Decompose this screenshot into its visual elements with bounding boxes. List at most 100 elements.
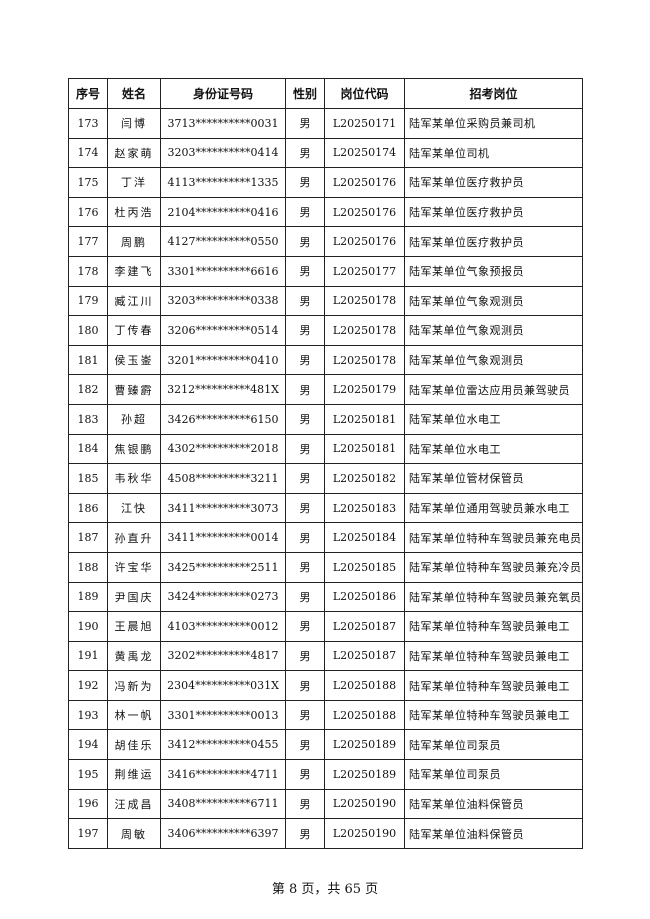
cell-id-number: 3416**********4711 (160, 759, 286, 790)
cell-post-code: L20250176 (324, 226, 405, 257)
cell-seq: 195 (68, 759, 108, 790)
cell-id-number: 3201**********0410 (160, 344, 286, 376)
cell-name: 丁传春 (107, 315, 161, 346)
cell-post-name: 陆军某单位油料保管员 (404, 818, 583, 849)
cell-post-code: L20250188 (324, 670, 405, 701)
cell-post-code: L20250187 (324, 611, 405, 642)
cell-post-name: 陆军某单位特种车驾驶员兼电工 (404, 611, 583, 642)
cell-name: 杜丙浩 (107, 196, 161, 228)
cell-id-number: 3425**********2511 (160, 551, 286, 583)
cell-post-name: 陆军某单位气象观测员 (404, 285, 583, 317)
table-row: 184 焦银鹏 4302**********2018 男 L20250181 陆军某单位水… (68, 433, 583, 465)
cell-gender: 男 (285, 433, 325, 465)
cell-name: 焦银鹏 (107, 433, 161, 465)
table-row: 193 林一帆 3301**********0013 男 L20250188 陆军某单位特… (68, 699, 583, 731)
cell-seq: 183 (68, 403, 108, 435)
cell-name: 曹臻霨 (107, 374, 161, 405)
candidate-table: 序号 姓名 身份证号码 性别 岗位代码 招考岗位 173 闫博 3713**********0… (68, 78, 583, 849)
table-row: 190 王晨旭 4103**********0012 男 L20250187 陆军某单位特… (68, 611, 583, 642)
cell-name: 周鹏 (107, 226, 161, 257)
cell-post-code: L20250178 (324, 344, 405, 376)
cell-gender: 男 (285, 255, 325, 287)
cell-id-number: 3203**********0414 (160, 137, 286, 169)
cell-id-number: 3408**********6711 (160, 788, 286, 820)
cell-gender: 男 (285, 167, 325, 198)
cell-seq: 176 (68, 196, 108, 228)
cell-post-name: 陆军某单位水电工 (404, 403, 583, 435)
header-id-number: 身份证号码 (160, 78, 286, 109)
cell-gender: 男 (285, 818, 325, 849)
cell-seq: 177 (68, 226, 108, 257)
cell-gender: 男 (285, 315, 325, 346)
cell-seq: 186 (68, 492, 108, 524)
cell-gender: 男 (285, 492, 325, 524)
cell-seq: 181 (68, 344, 108, 376)
header-post-name: 招考岗位 (404, 78, 583, 109)
cell-id-number: 3206**********0514 (160, 315, 286, 346)
cell-id-number: 4103**********0012 (160, 611, 286, 642)
cell-id-number: 3301**********6616 (160, 255, 286, 287)
cell-name: 尹国庆 (107, 581, 161, 613)
cell-gender: 男 (285, 463, 325, 494)
cell-post-code: L20250186 (324, 581, 405, 613)
cell-post-code: L20250182 (324, 463, 405, 494)
cell-gender: 男 (285, 403, 325, 435)
cell-name: 江快 (107, 492, 161, 524)
cell-post-name: 陆军某单位医疗救护员 (404, 196, 583, 228)
cell-seq: 188 (68, 551, 108, 583)
cell-post-code: L20250189 (324, 759, 405, 790)
table-row: 181 侯玉崟 3201**********0410 男 L20250178 陆军某单位气… (68, 344, 583, 376)
cell-name: 赵家萌 (107, 137, 161, 169)
cell-gender: 男 (285, 374, 325, 405)
cell-seq: 193 (68, 699, 108, 731)
table-row: 177 周鹏 4127**********0550 男 L20250176 陆军某单位医疗… (68, 226, 583, 257)
cell-name: 荆维运 (107, 759, 161, 790)
cell-post-code: L20250177 (324, 255, 405, 287)
cell-gender: 男 (285, 759, 325, 790)
cell-seq: 173 (68, 108, 108, 139)
cell-gender: 男 (285, 137, 325, 169)
cell-name: 林一帆 (107, 699, 161, 731)
cell-post-code: L20250187 (324, 640, 405, 672)
cell-post-code: L20250189 (324, 729, 405, 761)
cell-post-name: 陆军某单位管材保管员 (404, 463, 583, 494)
cell-name: 胡佳乐 (107, 729, 161, 761)
cell-seq: 178 (68, 255, 108, 287)
cell-post-name: 陆军某单位采购员兼司机 (404, 108, 583, 139)
cell-id-number: 2104**********0416 (160, 196, 286, 228)
cell-gender: 男 (285, 344, 325, 376)
table-row: 196 汪成昌 3408**********6711 男 L20250190 陆军某单位油… (68, 788, 583, 820)
table-row: 185 韦秋华 4508**********3211 男 L20250182 陆军某单位管… (68, 463, 583, 494)
cell-name: 孙直升 (107, 522, 161, 553)
cell-seq: 175 (68, 167, 108, 198)
header-seq: 序号 (68, 78, 108, 109)
cell-id-number: 3411**********3073 (160, 492, 286, 524)
cell-post-name: 陆军某单位油料保管员 (404, 788, 583, 820)
cell-post-name: 陆军某单位医疗救护员 (404, 226, 583, 257)
cell-gender: 男 (285, 581, 325, 613)
cell-post-code: L20250184 (324, 522, 405, 553)
cell-id-number: 4302**********2018 (160, 433, 286, 465)
table-row: 188 许宝华 3425**********2511 男 L20250185 陆军某单位特… (68, 551, 583, 583)
cell-post-name: 陆军某单位水电工 (404, 433, 583, 465)
cell-id-number: 3212**********481X (160, 374, 286, 405)
cell-post-code: L20250190 (324, 818, 405, 849)
cell-gender: 男 (285, 699, 325, 731)
table-row: 191 黄禹龙 3202**********4817 男 L20250187 陆军某单位特… (68, 640, 583, 672)
header-name: 姓名 (107, 78, 161, 109)
cell-post-name: 陆军某单位特种车驾驶员兼电工 (404, 640, 583, 672)
cell-name: 李建飞 (107, 255, 161, 287)
cell-gender: 男 (285, 729, 325, 761)
cell-post-code: L20250178 (324, 315, 405, 346)
table-row: 175 丁洋 4113**********1335 男 L20250176 陆军某单位医疗… (68, 167, 583, 198)
cell-post-name: 陆军某单位通用驾驶员兼水电工 (404, 492, 583, 524)
cell-name: 闫博 (107, 108, 161, 139)
cell-seq: 187 (68, 522, 108, 553)
cell-post-code: L20250185 (324, 551, 405, 583)
cell-gender: 男 (285, 640, 325, 672)
cell-post-code: L20250174 (324, 137, 405, 169)
table-row: 182 曹臻霨 3212**********481X 男 L20250179 陆军某单位雷… (68, 374, 583, 405)
header-gender: 性别 (285, 78, 325, 109)
header-post-code: 岗位代码 (324, 78, 405, 109)
table-row: 180 丁传春 3206**********0514 男 L20250178 陆军某单位气… (68, 315, 583, 346)
